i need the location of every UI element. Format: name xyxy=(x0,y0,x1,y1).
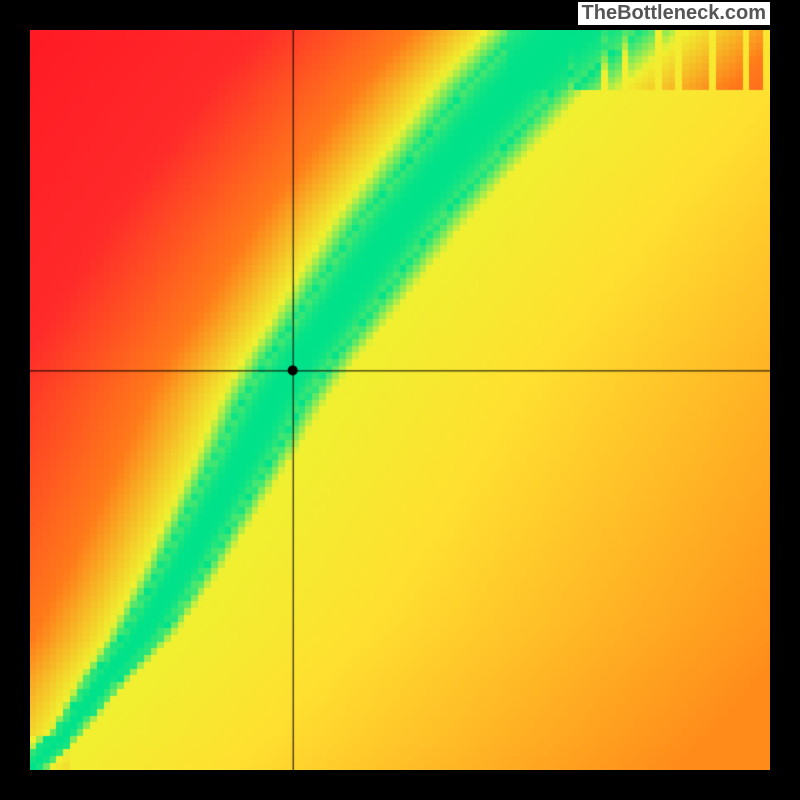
attribution-label: TheBottleneck.com xyxy=(578,2,770,25)
chart-container: TheBottleneck.com xyxy=(0,0,800,800)
bottleneck-heatmap xyxy=(30,30,770,770)
